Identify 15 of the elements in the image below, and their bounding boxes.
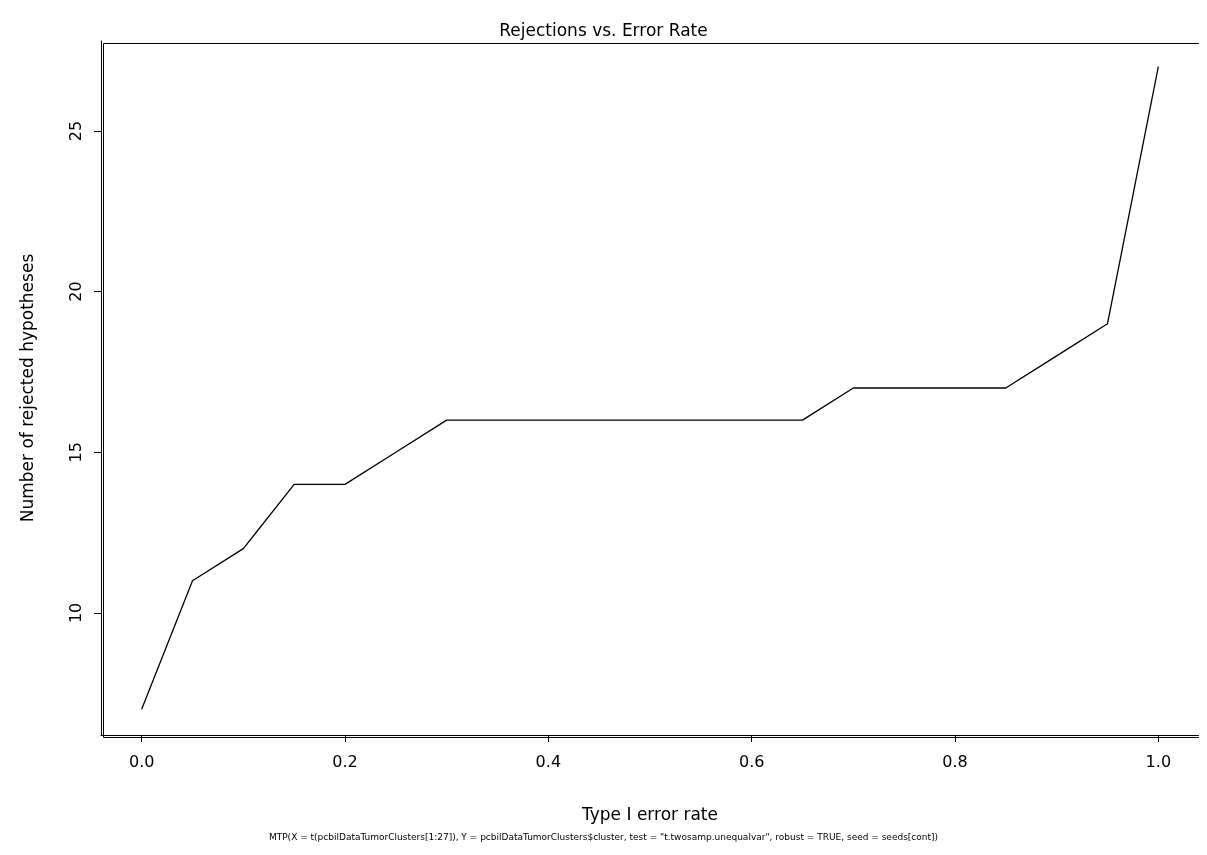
- y-axis-title: Number of rejected hypotheses: [16, 253, 37, 523]
- x-axis-title: Type I error rate: [581, 803, 718, 824]
- x-tick-label: 0.4: [535, 751, 562, 771]
- text: MTP(X = t(pcbilDataTumorClusters[1:27]), Y = pcbilDataTumorClusters$cluster, test = "t.twosamp.unequalvar", robust = TRUE, seed = seeds[cont]): [268, 831, 939, 842]
- y-tick-label: 10: [65, 602, 85, 624]
- x-tick-label: 0.8: [942, 751, 968, 771]
- x-tick-label: 0.0: [128, 751, 155, 771]
- y-tick-label: 25: [65, 120, 85, 142]
- x-tick-label: 0.6: [738, 751, 765, 771]
- chart-title: Rejections vs. Error Rate: [499, 19, 708, 40]
- line-series: [141, 66, 1159, 710]
- x-tick-label: 1.0: [1145, 751, 1172, 771]
- x-tick-label: 0.2: [332, 751, 358, 771]
- y-tick-label: 15: [65, 442, 85, 463]
- y-tick-label: 20: [65, 281, 85, 302]
